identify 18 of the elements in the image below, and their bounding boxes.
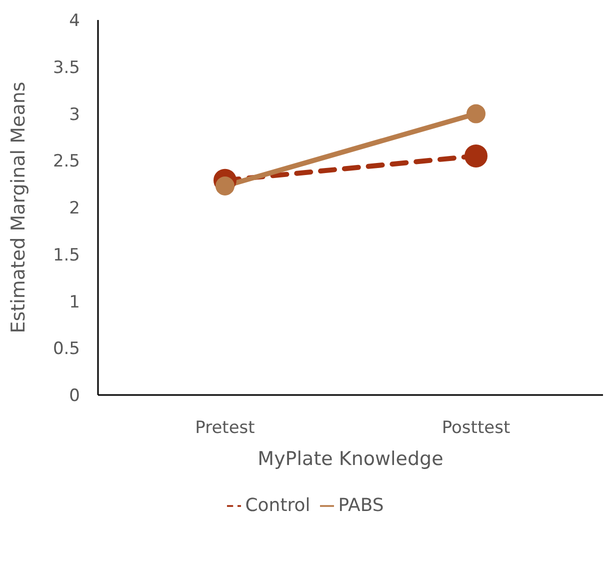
x-tick-label: Pretest <box>195 418 256 438</box>
y-tick-label: 1 <box>69 292 80 312</box>
y-tick-label: 3.5 <box>52 58 80 78</box>
y-tick-label: 0 <box>69 386 80 406</box>
point <box>216 176 234 196</box>
legend-label: PABS <box>338 495 384 516</box>
y-tick-label: 3 <box>69 104 80 125</box>
x-tick-label: Posttest <box>442 418 510 438</box>
y-tick-label: 0.5 <box>52 339 80 360</box>
point <box>466 104 486 124</box>
y-axis-title: Estimated Marginal Means <box>8 82 30 334</box>
y-tick-label: 2.5 <box>52 152 80 172</box>
point <box>464 144 488 168</box>
legend-label: Control <box>245 495 310 516</box>
y-tick-label: 2 <box>69 198 80 219</box>
x-axis-title: MyPlate Knowledge <box>258 448 444 470</box>
y-tick-label: 4 <box>69 11 80 32</box>
y-tick-label: 1.5 <box>52 245 80 266</box>
